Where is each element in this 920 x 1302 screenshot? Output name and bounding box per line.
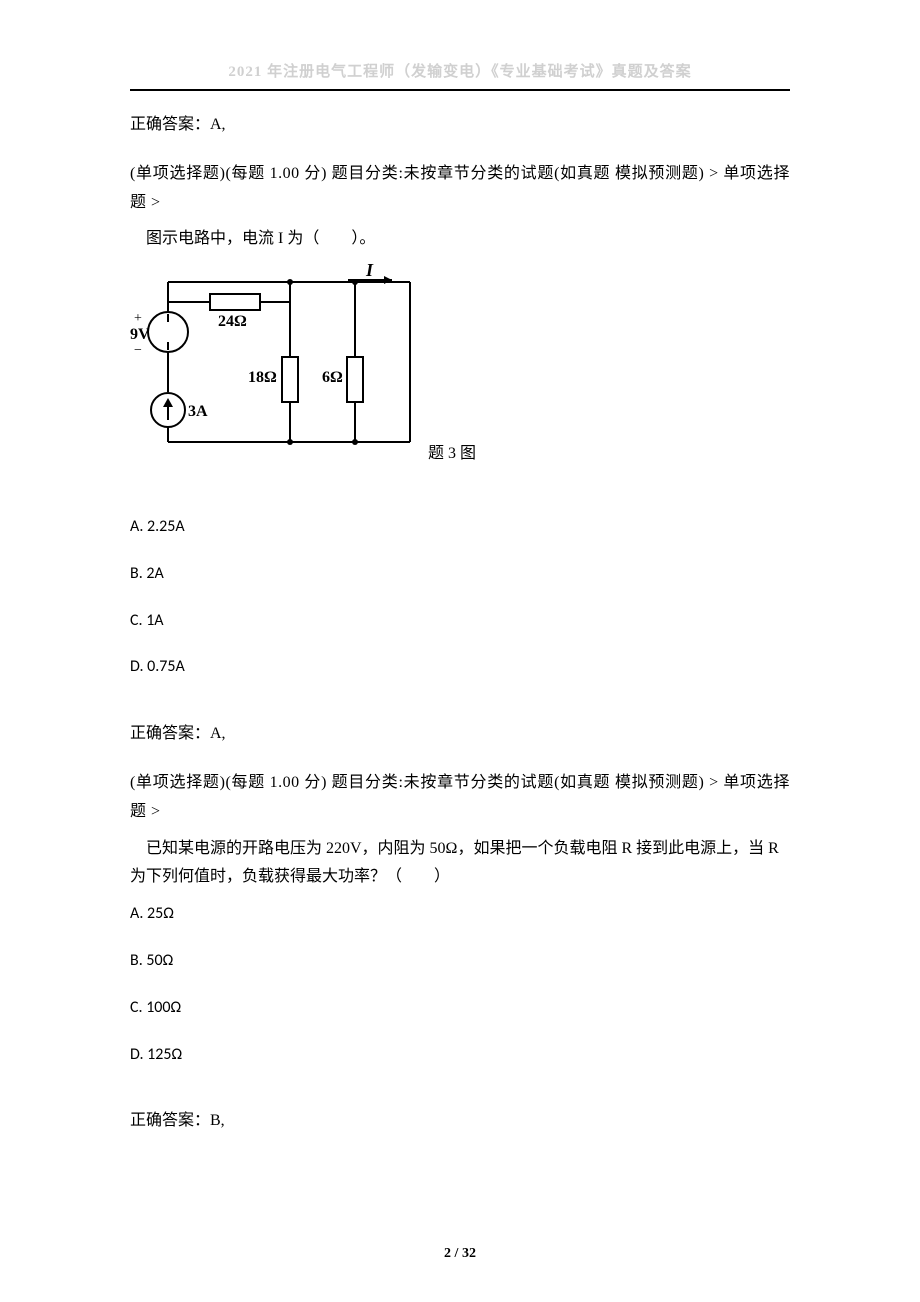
q3-option-c: C. 100Ω bbox=[130, 994, 790, 1023]
q2-option-b: B. 2A bbox=[130, 560, 790, 589]
answer-1: 正确答案：A, bbox=[130, 111, 790, 140]
current-i-label: I bbox=[365, 262, 374, 280]
question-2-meta: (单项选择题)(每题 1.00 分) 题目分类:未按章节分类的试题(如真题 模拟… bbox=[130, 160, 790, 218]
page-current: 2 bbox=[444, 1246, 451, 1261]
q2-option-c: C. 1A bbox=[130, 607, 790, 636]
q3-option-b: B. 50Ω bbox=[130, 947, 790, 976]
q3-option-a: A. 25Ω bbox=[130, 900, 790, 929]
voltage-label: 9V bbox=[130, 326, 150, 343]
q2-option-d: D. 0.75A bbox=[130, 653, 790, 682]
figure-caption: 题 3 图 bbox=[428, 440, 476, 469]
r6-label: 6Ω bbox=[322, 369, 343, 386]
r24-label: 24Ω bbox=[218, 313, 247, 330]
question-2-text: 图示电路中，电流 I 为（ ）。 bbox=[130, 225, 790, 254]
page-total: 32 bbox=[462, 1246, 476, 1261]
q3-option-d: D. 125Ω bbox=[130, 1041, 790, 1070]
q2-answer: 正确答案：A, bbox=[130, 720, 790, 749]
header-divider bbox=[130, 89, 790, 91]
page-separator: / bbox=[451, 1246, 462, 1261]
q3-answer: 正确答案：B, bbox=[130, 1107, 790, 1136]
r18-label: 18Ω bbox=[248, 369, 277, 386]
voltage-plus: + bbox=[134, 311, 142, 326]
q2-option-a: A. 2.25A bbox=[130, 513, 790, 542]
voltage-minus: − bbox=[134, 343, 142, 358]
current-source-label: 3A bbox=[188, 403, 208, 420]
circuit-diagram: + 9V − 3A 24Ω bbox=[130, 262, 420, 473]
question-3-text: 已知某电源的开路电压为 220V，内阻为 50Ω，如果把一个负载电阻 R 接到此… bbox=[130, 835, 790, 893]
content-area: 正确答案：A, (单项选择题)(每题 1.00 分) 题目分类:未按章节分类的试… bbox=[130, 111, 790, 1136]
page-number: 2 / 32 bbox=[0, 1246, 920, 1262]
circuit-figure: + 9V − 3A 24Ω bbox=[130, 262, 790, 473]
page-header-title: 2021 年注册电气工程师（发输变电）《专业基础考试》真题及答案 bbox=[130, 60, 790, 81]
question-3-meta: (单项选择题)(每题 1.00 分) 题目分类:未按章节分类的试题(如真题 模拟… bbox=[130, 769, 790, 827]
